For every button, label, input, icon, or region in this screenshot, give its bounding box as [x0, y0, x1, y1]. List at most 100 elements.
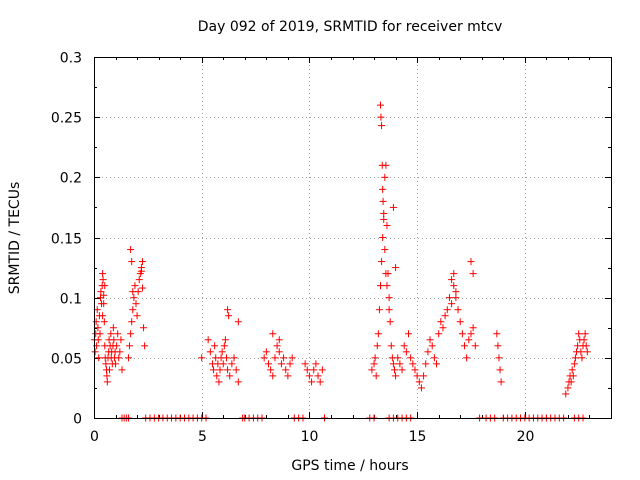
data-point — [407, 354, 415, 362]
data-point — [435, 330, 443, 338]
data-point — [130, 294, 138, 302]
data-point — [373, 342, 381, 350]
data-point — [138, 284, 146, 292]
data-point — [402, 348, 410, 356]
data-point — [582, 342, 590, 350]
data-point — [454, 306, 462, 314]
data-point — [103, 372, 111, 380]
data-point — [368, 366, 376, 374]
y-tick-label: 0.2 — [60, 171, 82, 187]
data-point — [417, 384, 425, 392]
data-points — [90, 101, 591, 422]
data-point — [132, 300, 140, 308]
data-point — [301, 360, 309, 368]
data-point — [377, 113, 385, 121]
data-point — [107, 330, 115, 338]
data-point — [564, 384, 572, 392]
data-point — [310, 366, 318, 374]
chart-title: Day 092 of 2019, SRMTID for receiver mtc… — [198, 19, 503, 35]
data-point — [269, 330, 277, 338]
data-point — [392, 264, 400, 272]
data-point — [379, 197, 387, 205]
data-point — [415, 378, 423, 386]
data-point — [378, 122, 386, 130]
data-point — [389, 203, 397, 211]
data-point — [426, 336, 434, 344]
data-point — [99, 276, 107, 284]
y-tick-label: 0.15 — [51, 232, 82, 248]
data-point — [430, 354, 438, 362]
data-point — [230, 354, 238, 362]
x-tick-label: 15 — [409, 429, 427, 445]
data-point — [106, 366, 114, 374]
data-point — [131, 282, 139, 290]
data-point — [469, 270, 477, 278]
data-point — [381, 246, 389, 254]
data-point — [103, 378, 111, 386]
data-point — [380, 215, 388, 223]
data-point — [222, 354, 230, 362]
data-point — [94, 336, 102, 344]
data-point — [275, 336, 283, 344]
data-point — [114, 330, 122, 338]
data-point — [282, 366, 290, 374]
data-point — [382, 270, 390, 278]
data-point — [392, 372, 400, 380]
data-point — [129, 288, 137, 296]
x-axis-title: GPS time / hours — [291, 458, 408, 474]
data-point — [411, 366, 419, 374]
data-point — [225, 312, 233, 320]
data-point — [234, 378, 242, 386]
data-point — [262, 348, 270, 356]
data-point — [127, 246, 135, 254]
data-point — [578, 354, 586, 362]
data-point — [471, 342, 479, 350]
data-point — [224, 306, 232, 314]
data-point — [113, 342, 121, 350]
data-point — [95, 354, 103, 362]
data-point — [260, 354, 268, 362]
data-point — [385, 306, 393, 314]
data-point — [580, 336, 588, 344]
data-point — [465, 336, 473, 344]
data-point — [99, 312, 107, 320]
data-point — [405, 330, 413, 338]
data-point — [458, 330, 466, 338]
data-point — [391, 366, 399, 374]
data-point — [234, 318, 242, 326]
data-point — [433, 360, 441, 368]
data-point — [140, 324, 148, 332]
data-point — [101, 282, 109, 290]
data-point — [493, 330, 501, 338]
data-point — [116, 348, 124, 356]
data-point — [583, 348, 591, 356]
data-point — [141, 342, 149, 350]
data-point — [437, 318, 445, 326]
data-point — [124, 354, 132, 362]
data-point — [305, 372, 313, 380]
data-point — [377, 101, 385, 109]
data-point — [398, 366, 406, 374]
data-point — [112, 360, 120, 368]
data-point — [450, 282, 458, 290]
data-point — [375, 306, 383, 314]
data-point — [420, 372, 428, 380]
data-point — [439, 324, 447, 332]
y-tick-label: 0.1 — [60, 292, 82, 308]
data-point — [96, 330, 104, 338]
data-point — [372, 372, 380, 380]
data-point — [204, 336, 212, 344]
data-point — [267, 366, 275, 374]
data-point — [308, 378, 316, 386]
data-point — [443, 306, 451, 314]
y-tick-label: 0.05 — [51, 352, 82, 368]
data-point — [383, 221, 391, 229]
data-point — [219, 360, 227, 368]
data-point — [461, 342, 469, 350]
data-point — [211, 342, 219, 350]
data-point — [413, 372, 421, 380]
data-point — [577, 348, 585, 356]
data-point — [456, 318, 464, 326]
data-point — [378, 258, 386, 266]
